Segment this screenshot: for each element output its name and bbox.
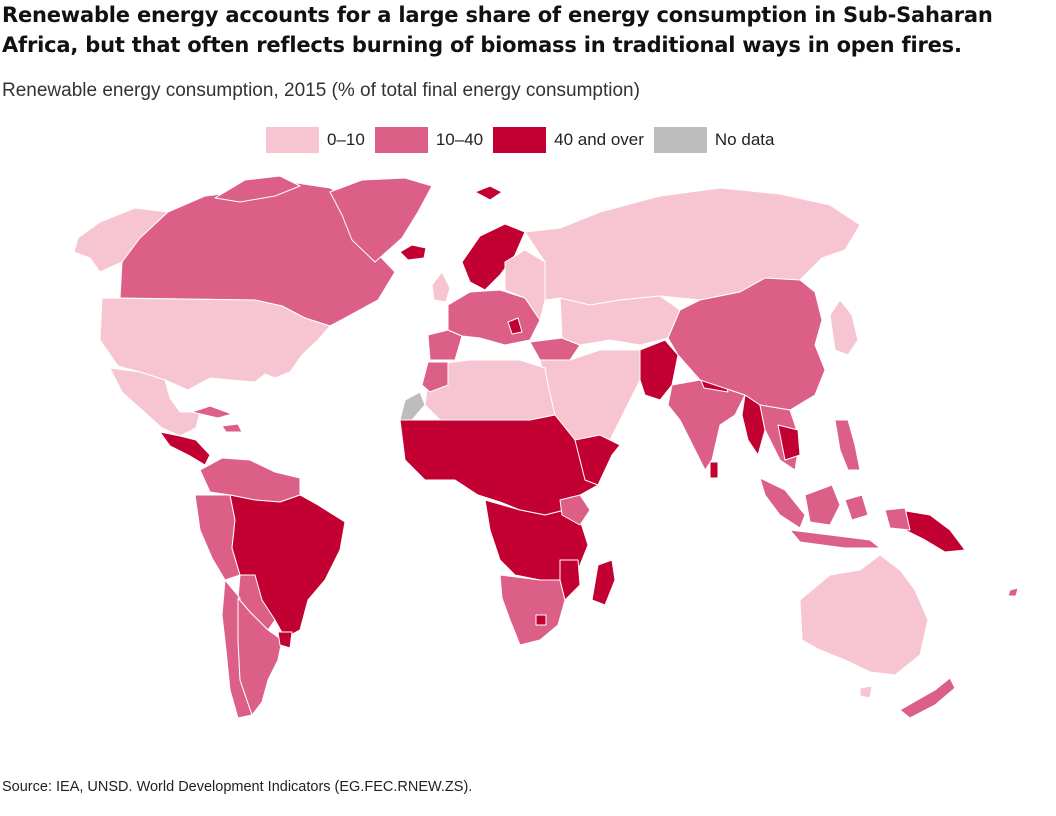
- region-mozambique: [559, 559, 581, 601]
- legend-item-mid: 10–40: [374, 127, 484, 153]
- region-indonesia-south: [789, 529, 881, 549]
- region-turkey: [529, 337, 581, 361]
- region-iceland: [399, 244, 427, 261]
- legend-item-high: 40 and over: [493, 127, 644, 153]
- region-western-sahara: [399, 391, 426, 421]
- region-balkans: [507, 317, 523, 335]
- region-cuba: [191, 405, 233, 419]
- region-caribbean: [221, 423, 243, 433]
- region-laos-cambodia: [777, 424, 801, 461]
- legend-swatch-low: [266, 127, 319, 153]
- chart-subtitle: Renewable energy consumption, 2015 (% of…: [2, 80, 640, 101]
- legend-item-nodata: No data: [653, 127, 775, 153]
- legend-item-low: 0–10: [266, 127, 365, 153]
- source-note: Source: IEA, UNSD. World Development Ind…: [2, 779, 473, 795]
- region-madagascar: [591, 559, 616, 606]
- region-mexico: [109, 367, 201, 437]
- region-new-zealand: [899, 677, 956, 719]
- region-pakistan: [639, 339, 679, 401]
- region-canada-islands: [214, 175, 301, 203]
- region-uk: [431, 271, 451, 303]
- region-borneo: [804, 484, 841, 526]
- region-horn-of-africa: [574, 434, 621, 486]
- region-morocco: [421, 361, 449, 393]
- world-map: [73, 175, 1019, 719]
- region-tasmania: [859, 685, 873, 699]
- region-svalbard: [474, 185, 503, 201]
- region-philippines: [834, 419, 861, 471]
- region-papua: [899, 509, 966, 553]
- legend-swatch-mid: [374, 127, 428, 153]
- legend-label-nodata: No data: [714, 130, 775, 149]
- legend-label-mid: 10–40: [435, 130, 484, 149]
- region-iberia: [427, 329, 463, 361]
- legend-swatch-high: [493, 127, 547, 153]
- region-central-america: [159, 431, 211, 466]
- region-indonesia-west: [759, 477, 806, 529]
- region-sub-saharan-west: [399, 414, 613, 516]
- region-southern-africa-west: [499, 574, 566, 646]
- region-papua-west: [884, 507, 911, 531]
- region-pacific-islands: [1007, 587, 1019, 597]
- region-australia: [799, 554, 929, 676]
- legend-swatch-nodata: [653, 127, 707, 153]
- legend: 0–10 10–40 40 and over No data: [266, 127, 784, 153]
- region-kenya-tanzania: [559, 494, 591, 526]
- region-india: [667, 379, 746, 471]
- region-sri-lanka: [709, 461, 719, 479]
- legend-label-high: 40 and over: [554, 130, 644, 149]
- chart-title: Renewable energy accounts for a large sh…: [2, 3, 993, 57]
- region-eastern-europe: [504, 249, 546, 321]
- region-argentina: [237, 597, 283, 716]
- region-japan-korea: [829, 299, 859, 356]
- region-sulawesi: [844, 494, 869, 521]
- region-brazil: [229, 494, 346, 639]
- region-uruguay: [277, 631, 293, 649]
- region-lesotho: [535, 614, 547, 626]
- region-china: [667, 277, 826, 411]
- region-central-asia: [559, 295, 681, 346]
- region-greenland: [329, 177, 433, 263]
- legend-label-low: 0–10: [327, 130, 365, 149]
- region-scandinavia: [461, 223, 526, 291]
